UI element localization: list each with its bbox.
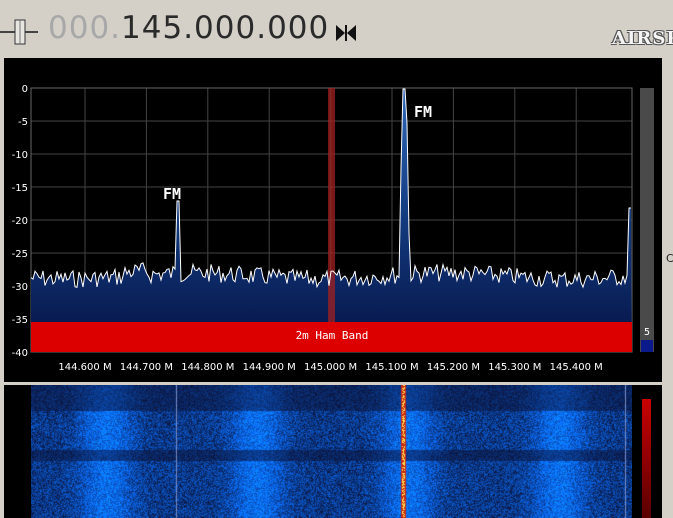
center-frequency-marker <box>328 88 335 352</box>
spectrum-plot[interactable]: 2m Ham Band FM FM 0 -5 -10 -15 -20 -25 -30 -35 -… <box>4 58 662 382</box>
x-tick-label: 145.300 M <box>488 362 541 373</box>
waterfall-display[interactable] <box>4 385 662 518</box>
y-axis-ticks: 0 -5 -10 -15 -20 -25 -30 -35 -40 <box>12 84 28 359</box>
right-edge-label: C <box>666 252 673 265</box>
waterfall-canvas[interactable] <box>31 385 632 518</box>
y-tick-label: -15 <box>12 183 28 194</box>
y-tick-label: 0 <box>22 84 28 95</box>
fm-annotation-left: FM <box>163 185 181 203</box>
gain-slider-fill <box>641 340 653 352</box>
spectrum-trace <box>30 88 631 289</box>
frequency-leading-digits: 000. <box>48 10 122 46</box>
x-tick-label: 144.800 M <box>181 362 234 373</box>
x-tick-label: 145.200 M <box>427 362 480 373</box>
x-tick-label: 145.400 M <box>550 362 603 373</box>
x-tick-label: 145.000 M <box>304 362 357 373</box>
x-tick-label: 145.100 M <box>365 362 418 373</box>
spectrum-fill <box>31 89 632 352</box>
y-tick-label: -20 <box>12 216 28 227</box>
brand-logo: AIRSP <box>612 28 673 49</box>
y-tick-label: -40 <box>12 348 28 359</box>
frequency-digits: 145.000.000 <box>121 10 330 46</box>
frequency-display[interactable]: 000.145.000.000 <box>48 10 329 46</box>
y-tick-label: -5 <box>18 117 28 128</box>
y-tick-label: -25 <box>12 249 28 260</box>
swap-icon[interactable] <box>334 22 358 44</box>
waterfall-level-bar <box>642 399 651 518</box>
toolbar: 000.145.000.000 AIRSP <box>0 0 673 58</box>
band-plan-bar <box>31 322 632 352</box>
x-tick-label: 144.600 M <box>58 362 111 373</box>
spectrum-analyzer[interactable]: 2m Ham Band FM FM 0 -5 -10 -15 -20 -25 -30 -35 -… <box>4 58 662 382</box>
y-tick-label: -10 <box>12 150 28 161</box>
y-tick-label: -35 <box>12 315 28 326</box>
tuning-slider[interactable] <box>0 14 38 50</box>
y-tick-label: -30 <box>12 282 28 293</box>
x-axis-ticks: 144.600 M 144.700 M 144.800 M 144.900 M 145.… <box>58 362 602 373</box>
gain-slider-track <box>640 88 654 352</box>
gain-value: 5 <box>644 327 650 338</box>
band-plan-label: 2m Ham Band <box>296 329 369 342</box>
fm-annotation-right: FM <box>414 103 432 121</box>
x-tick-label: 144.700 M <box>120 362 173 373</box>
x-tick-label: 144.900 M <box>243 362 296 373</box>
